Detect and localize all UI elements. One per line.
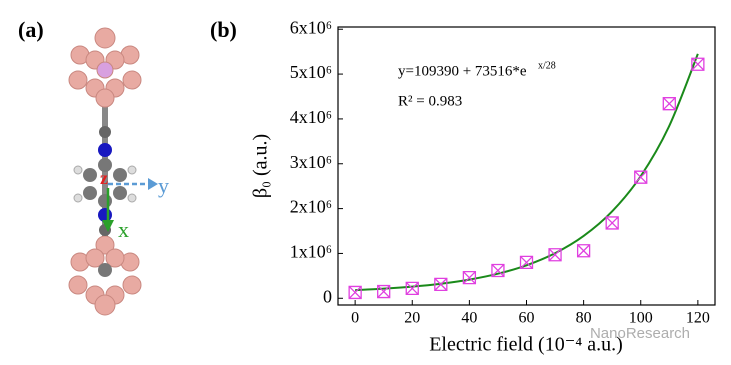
data-point <box>548 248 562 262</box>
r-squared: R² = 0.983 <box>398 93 462 109</box>
data-point <box>576 244 591 258</box>
y-tick-label: 1x10⁶ <box>290 242 332 262</box>
equation-exponent: x/28 <box>538 60 556 71</box>
y-axis-title: β₀ (a.u.) <box>250 134 272 198</box>
molecule <box>68 27 158 316</box>
y-tick-label: 0 <box>323 286 332 306</box>
data-point <box>377 284 391 299</box>
data-point <box>462 270 477 285</box>
y-tick-label: 6x10⁶ <box>290 17 332 37</box>
data-point <box>634 170 648 184</box>
panel-label: (a) <box>18 17 44 42</box>
data-point <box>519 255 534 270</box>
x-tick-label: 20 <box>404 310 420 327</box>
y-tick-label: 2x10⁶ <box>290 197 332 217</box>
axis-label: z <box>100 168 108 188</box>
fit-curve <box>355 53 699 292</box>
x-tick-label: 0 <box>351 310 359 327</box>
x-tick-label: 100 <box>629 310 653 327</box>
axis-label: y <box>158 173 169 198</box>
data-point <box>348 285 362 300</box>
panel-label: (b) <box>210 17 237 42</box>
equation: y=109390 + 73516*e <box>398 63 527 79</box>
data-point <box>662 97 676 111</box>
data-point <box>405 281 419 296</box>
axis-label: x <box>118 217 129 242</box>
x-tick-label: 120 <box>686 310 710 327</box>
data-point <box>491 263 505 278</box>
x-tick-label: 80 <box>576 310 592 327</box>
watermark: NanoResearch <box>590 325 690 342</box>
data-point <box>691 57 705 71</box>
x-axis-title: Electric field (10⁻⁴ a.u.) <box>429 334 623 356</box>
data-point <box>605 216 619 230</box>
data-point <box>434 277 448 292</box>
x-tick-label: 60 <box>519 310 535 327</box>
y-tick-label: 3x10⁶ <box>290 152 332 172</box>
y-tick-label: 4x10⁶ <box>290 107 332 127</box>
x-tick-label: 40 <box>461 310 477 327</box>
y-tick-label: 5x10⁶ <box>290 62 332 82</box>
